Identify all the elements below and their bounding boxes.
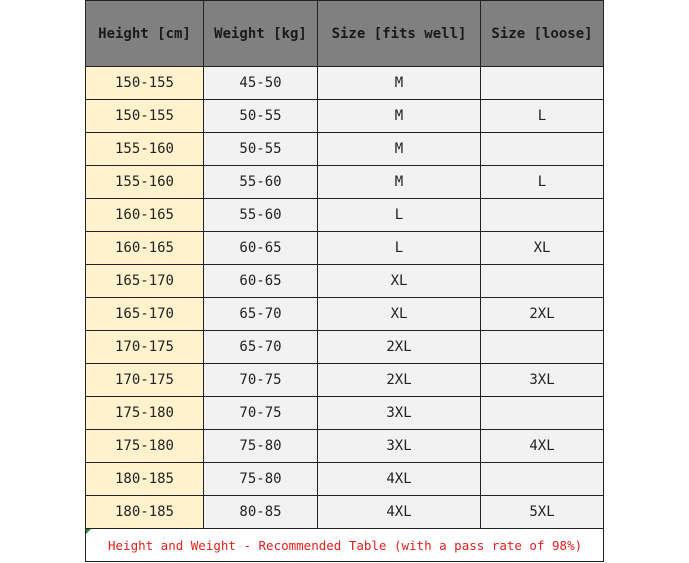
table-row: 150-155 50-55 M L	[85, 99, 604, 133]
height-cell: 175-180	[85, 396, 204, 430]
size-fits-well-cell: 3XL	[317, 396, 481, 430]
size-loose-cell: 2XL	[480, 297, 604, 331]
weight-cell: 75-80	[203, 462, 318, 496]
weight-cell: 45-50	[203, 66, 318, 100]
table-row: 155-160 50-55 M	[85, 132, 604, 166]
height-cell: 165-170	[85, 297, 204, 331]
table-row: 155-160 55-60 M L	[85, 165, 604, 199]
cell-marker	[86, 529, 91, 534]
size-fits-well-cell: L	[317, 231, 481, 265]
table-row: 175-180 70-75 3XL	[85, 396, 604, 430]
table-row: 160-165 60-65 L XL	[85, 231, 604, 265]
size-fits-well-cell: 3XL	[317, 429, 481, 463]
size-fits-well-cell: M	[317, 99, 481, 133]
weight-cell: 60-65	[203, 264, 318, 298]
weight-cell: 70-75	[203, 363, 318, 397]
height-cell: 180-185	[85, 462, 204, 496]
size-loose-cell	[480, 330, 604, 364]
height-cell: 155-160	[85, 165, 204, 199]
height-cell: 160-165	[85, 231, 204, 265]
footer-note: Height and Weight - Recommended Table (w…	[85, 528, 604, 562]
weight-cell: 65-70	[203, 297, 318, 331]
size-fits-well-cell: M	[317, 165, 481, 199]
header-row: Height [cm] Weight [kg] Size [fits well]…	[85, 0, 604, 67]
table-row: 150-155 45-50 M	[85, 66, 604, 100]
size-fits-well-cell: 4XL	[317, 462, 481, 496]
footer-text: Height and Weight - Recommended Table (w…	[108, 537, 583, 553]
size-loose-cell	[480, 66, 604, 100]
size-loose-cell	[480, 264, 604, 298]
weight-cell: 80-85	[203, 495, 318, 529]
size-loose-cell	[480, 132, 604, 166]
table-row: 170-175 70-75 2XL 3XL	[85, 363, 604, 397]
size-loose-cell: 5XL	[480, 495, 604, 529]
height-cell: 160-165	[85, 198, 204, 232]
table-row: 160-165 55-60 L	[85, 198, 604, 232]
size-loose-cell: 3XL	[480, 363, 604, 397]
height-cell: 155-160	[85, 132, 204, 166]
height-cell: 170-175	[85, 363, 204, 397]
table-row: 175-180 75-80 3XL 4XL	[85, 429, 604, 463]
size-loose-cell: L	[480, 99, 604, 133]
weight-cell: 65-70	[203, 330, 318, 364]
weight-cell: 55-60	[203, 165, 318, 199]
size-loose-cell: L	[480, 165, 604, 199]
height-cell: 175-180	[85, 429, 204, 463]
size-fits-well-cell: L	[317, 198, 481, 232]
size-fits-well-cell: M	[317, 132, 481, 166]
size-fits-well-cell: 4XL	[317, 495, 481, 529]
height-cell: 165-170	[85, 264, 204, 298]
size-loose-cell: XL	[480, 231, 604, 265]
table-row: 165-170 65-70 XL 2XL	[85, 297, 604, 331]
size-fits-well-cell: 2XL	[317, 363, 481, 397]
size-fits-well-cell: XL	[317, 264, 481, 298]
weight-cell: 70-75	[203, 396, 318, 430]
weight-cell: 50-55	[203, 99, 318, 133]
table-row: 170-175 65-70 2XL	[85, 330, 604, 364]
weight-cell: 60-65	[203, 231, 318, 265]
size-loose-cell	[480, 198, 604, 232]
header-height: Height [cm]	[85, 0, 204, 67]
size-fits-well-cell: 2XL	[317, 330, 481, 364]
height-cell: 180-185	[85, 495, 204, 529]
size-loose-cell	[480, 462, 604, 496]
header-size-loose: Size [loose]	[480, 0, 604, 67]
height-cell: 170-175	[85, 330, 204, 364]
table-row: 180-185 75-80 4XL	[85, 462, 604, 496]
size-loose-cell: 4XL	[480, 429, 604, 463]
height-cell: 150-155	[85, 99, 204, 133]
table-row: 165-170 60-65 XL	[85, 264, 604, 298]
footer-row: Height and Weight - Recommended Table (w…	[85, 528, 604, 562]
weight-cell: 55-60	[203, 198, 318, 232]
size-fits-well-cell: M	[317, 66, 481, 100]
size-loose-cell	[480, 396, 604, 430]
header-weight: Weight [kg]	[203, 0, 318, 67]
size-fits-well-cell: XL	[317, 297, 481, 331]
header-size-fits-well: Size [fits well]	[317, 0, 481, 67]
weight-cell: 50-55	[203, 132, 318, 166]
table-row: 180-185 80-85 4XL 5XL	[85, 495, 604, 529]
size-chart-table: Height [cm] Weight [kg] Size [fits well]…	[85, 0, 604, 562]
height-cell: 150-155	[85, 66, 204, 100]
weight-cell: 75-80	[203, 429, 318, 463]
